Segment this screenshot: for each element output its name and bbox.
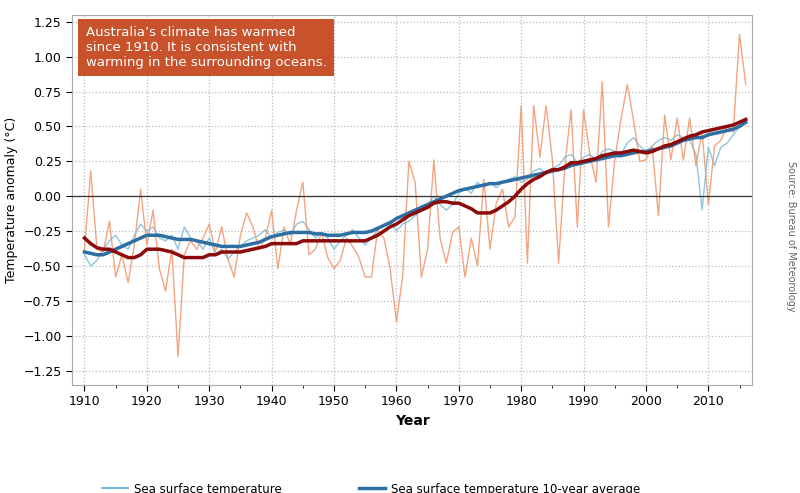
Y-axis label: Temperature anomaly (°C): Temperature anomaly (°C): [5, 116, 18, 283]
Text: Source: Bureau of Meteorology: Source: Bureau of Meteorology: [786, 161, 796, 312]
Text: Australia’s climate has warmed
since 1910. It is consistent with
warming in the : Australia’s climate has warmed since 191…: [86, 26, 326, 69]
Legend: Sea surface temperature, Australia’s surface air temperature, Sea surface temper: Sea surface temperature, Australia’s sur…: [98, 478, 645, 493]
X-axis label: Year: Year: [394, 414, 430, 427]
